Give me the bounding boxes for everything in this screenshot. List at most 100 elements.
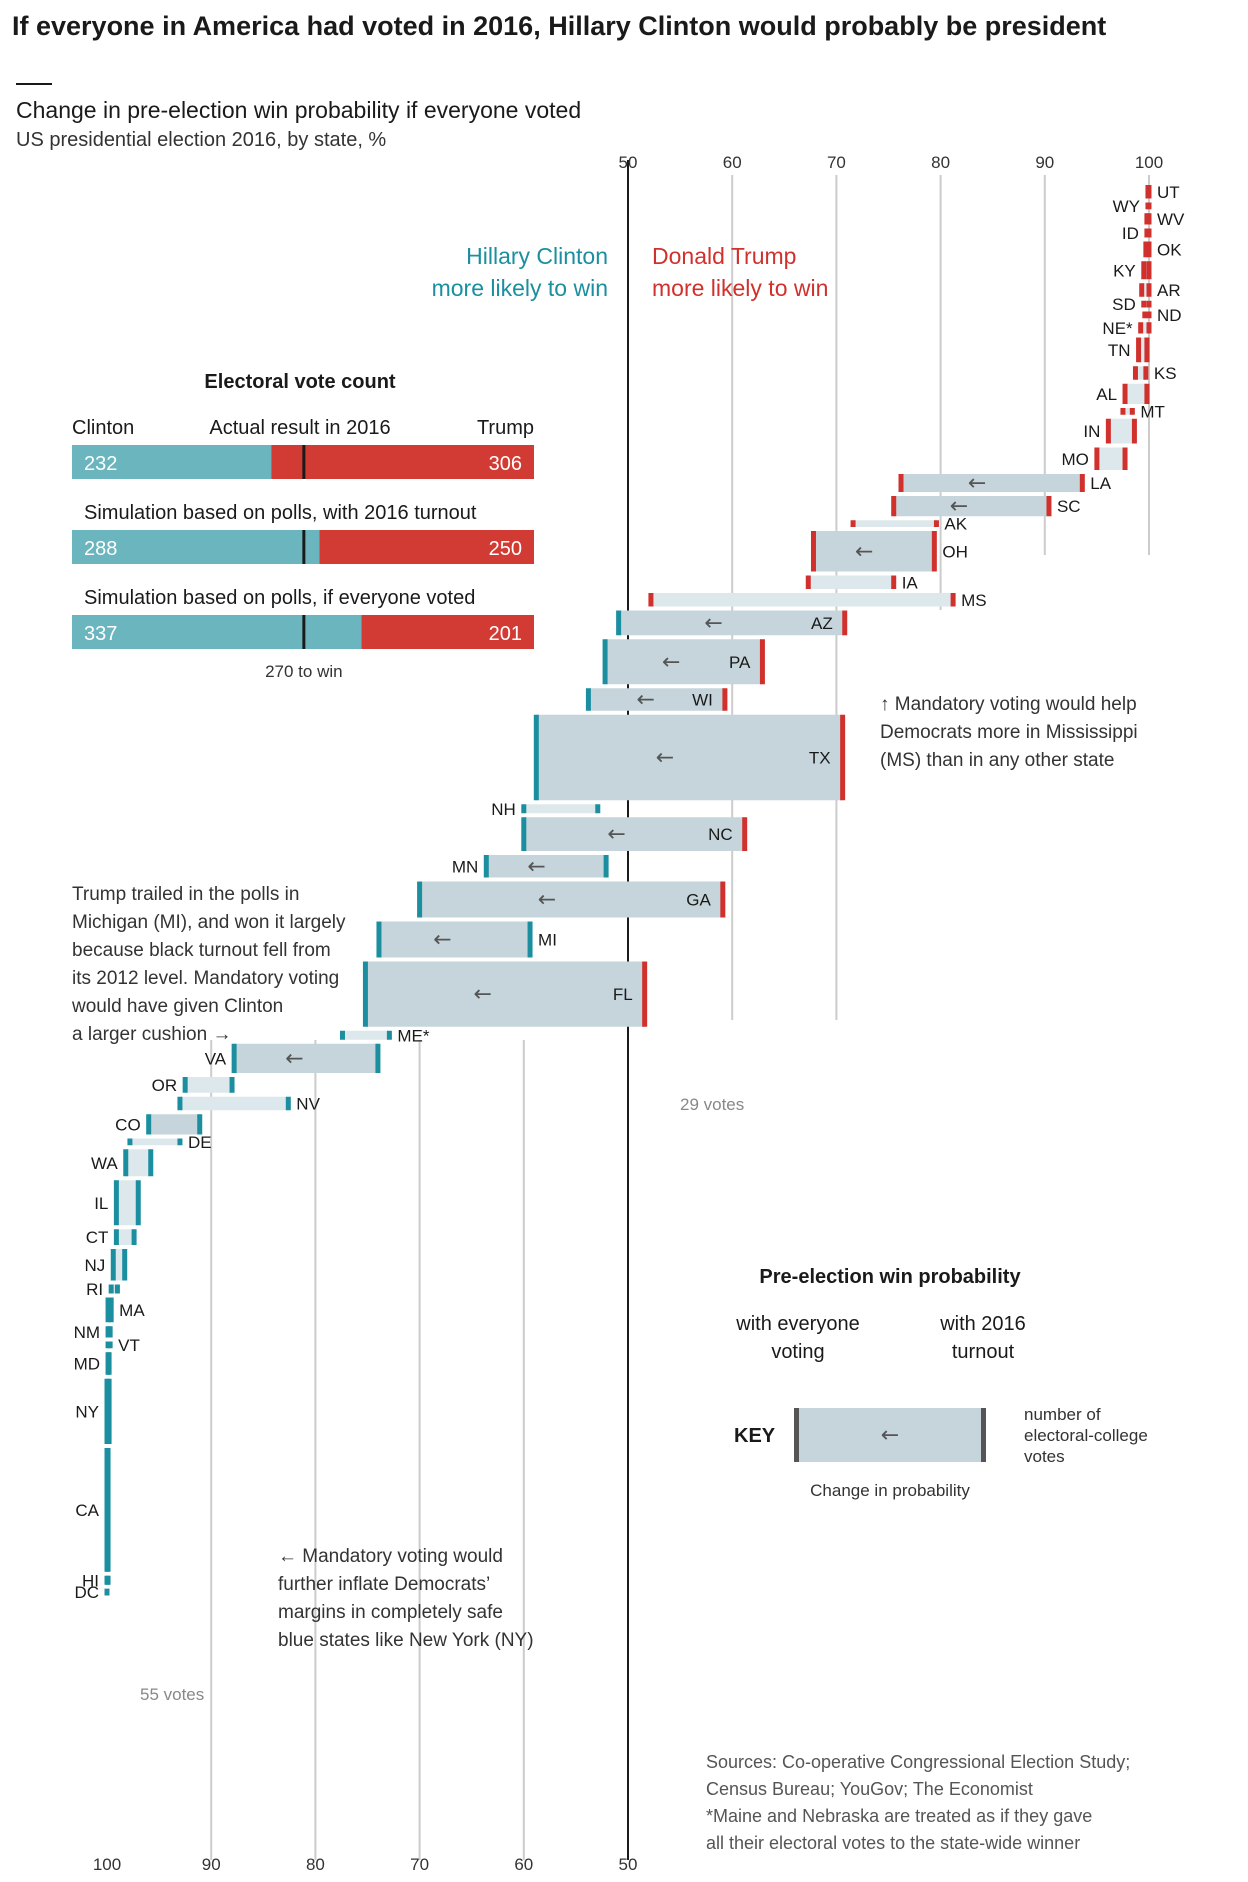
ev-bar-trump [319,530,534,564]
ev-trump-value: 250 [489,538,522,560]
ev-win-label: 270 to win [265,662,343,681]
marker-everyone-NC [521,817,527,851]
state-label-TX: TX [809,749,831,768]
marker-everyone-FL [362,961,368,1027]
marker-everyone-NE* [1138,322,1144,334]
state-label-ID: ID [1122,224,1139,243]
annotation-mi-line: its 2012 level. Mandatory voting [72,968,339,989]
marker-everyone-NJ [110,1249,116,1281]
state-label-WI: WI [692,691,713,710]
marker-everyone-LA [898,474,904,492]
state-label-FL: FL [613,985,633,1004]
marker-everyone-AK [850,520,856,527]
ev-bar-clinton [72,530,320,564]
ev-clinton-value: 232 [84,453,117,475]
ev-clinton-label: Clinton [72,417,134,439]
fl-votes-label: 29 votes [680,1095,744,1114]
marker-2016-MD [106,1352,112,1375]
key-votes-label: electoral-college [1024,1426,1148,1445]
state-label-CO: CO [115,1115,141,1134]
state-label-MD: MD [74,1355,100,1374]
chart-subtitle-2: US presidential election 2016, by state,… [16,129,386,151]
key-bar [796,1408,984,1462]
title-rule [16,83,52,85]
state-label-KY: KY [1113,261,1136,280]
marker-everyone-WI [585,688,591,711]
state-bar-NC [523,817,745,851]
state-bar-NH [523,804,598,814]
state-label-KS: KS [1154,364,1177,383]
state-bar-AL [1125,383,1147,404]
top-tick-label: 70 [827,153,846,172]
bottom-tick-label: 70 [410,1855,429,1874]
ev-trump-value: 201 [489,623,522,645]
marker-2016-NV [285,1096,291,1111]
marker-2016-VT [107,1341,113,1349]
change-arrow-MN: ← [527,854,545,879]
marker-2016-WY [1146,202,1152,210]
state-label-UT: UT [1157,183,1180,202]
bottom-tick-label: 100 [93,1855,121,1874]
marker-everyone-ND [1142,311,1148,319]
key-right-label: with 2016 [939,1313,1026,1335]
marker-everyone-IN [1105,418,1111,444]
change-arrow-PA: ← [662,650,680,675]
ev-trump-value: 306 [489,453,522,475]
annotation-ny-line: ← Mandatory voting would [278,1546,503,1567]
marker-everyone-MN [483,855,489,878]
change-arrow-FL: ← [473,982,491,1007]
marker-2016-NY [106,1378,112,1444]
key-marker-left [794,1408,799,1462]
annotation-mi-line: because black turnout fell from [72,940,331,961]
change-arrow-MI: ← [433,928,451,953]
bottom-tick-label: 90 [202,1855,221,1874]
marker-2016-ME* [386,1030,392,1040]
source-line: *Maine and Nebraska are treated as if th… [706,1806,1092,1826]
ev-threshold-marker [302,445,306,479]
ca-votes-label: 55 votes [140,1685,204,1704]
top-tick-label: 100 [1135,153,1163,172]
state-label-MS: MS [961,591,987,610]
marker-2016-SC [1046,496,1052,517]
ev-clinton-value: 288 [84,538,117,560]
key-marker-right [981,1408,986,1462]
clinton-side-label-1: Hillary Clinton [466,243,608,269]
key-right-label: turnout [952,1341,1015,1363]
electoral-vote-panel: Electoral vote count Clinton Trump Actual r… [72,371,534,681]
ev-bar-trump [361,615,534,649]
marker-everyone-CT [113,1229,119,1245]
state-bar-MS [650,593,954,607]
marker-2016-CO [197,1114,203,1135]
state-label-AL: AL [1096,385,1117,404]
state-bar-KY [1143,261,1149,280]
ev-row-label: Simulation based on polls, if everyone v… [84,587,475,609]
state-label-AR: AR [1157,281,1181,300]
ev-bar-clinton [72,445,272,479]
marker-everyone-AZ [616,610,622,636]
state-label-NM: NM [74,1323,100,1342]
state-bar-FL [365,961,645,1027]
marker-2016-MO [1122,447,1128,470]
sources: Sources: Co-operative Congressional Elec… [706,1752,1130,1853]
marker-2016-NH [595,804,601,814]
state-label-MA: MA [119,1301,145,1320]
marker-2016-MS [950,593,956,607]
marker-2016-HI [105,1575,111,1585]
marker-everyone-IA [805,575,811,589]
state-bar-PA [605,639,763,685]
state-label-NJ: NJ [84,1256,105,1275]
state-bar-NE* [1140,322,1149,334]
marker-2016-IL [135,1180,141,1226]
marker-2016-KY [1146,261,1152,280]
state-bar-OH [813,531,935,572]
state-bar-WI [588,688,725,711]
marker-everyone-SD [1141,300,1147,308]
state-bar-MN [486,855,607,878]
state-bar-ME* [342,1030,390,1040]
state-label-LA: LA [1090,474,1111,493]
state-label-MO: MO [1062,450,1089,469]
source-line: Census Bureau; YouGov; The Economist [706,1779,1033,1799]
marker-2016-MI [527,921,533,958]
change-arrow-LA: ← [968,471,986,496]
